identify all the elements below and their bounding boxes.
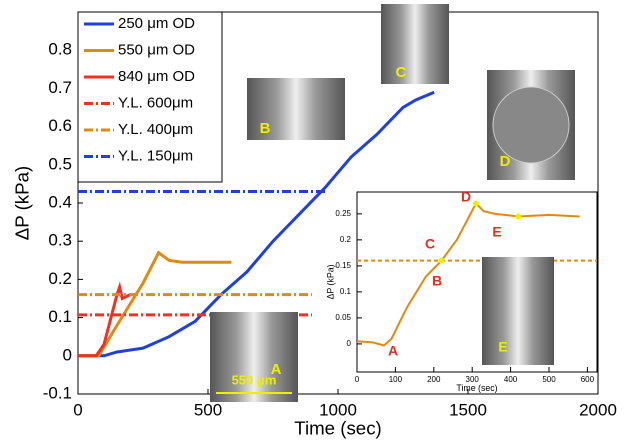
legend: 250 μm OD 550 μm OD 840 μm OD Y.L. 600μm Y.L…: [77, 11, 223, 183]
x-tick-label: 600: [581, 375, 595, 384]
legend-box: [77, 11, 223, 183]
x-tick-label: 400: [504, 375, 518, 384]
main-plot: 0 500 1000 1500 2000-0.100.10.20.30.40.50.60…: [12, 40, 617, 439]
point-label: E: [492, 224, 501, 240]
photo-label: A: [271, 361, 282, 378]
y-tick-label: 0.3: [48, 231, 72, 250]
y-tick-label: 0.1: [48, 307, 72, 326]
x-tick-label: 200: [427, 375, 441, 384]
point-label: E: [498, 339, 507, 355]
y-tick-label: 0.6: [48, 116, 72, 135]
photo-label: D: [500, 153, 511, 170]
legend-label: 250 μm OD: [118, 15, 195, 32]
point-label: D: [461, 189, 471, 205]
y-tick-label: 0.5: [48, 154, 72, 173]
y-tick-label: 0.1: [340, 287, 352, 296]
x-axis-label: Time (sec): [294, 418, 382, 439]
series-line: [356, 201, 580, 347]
photo-label: 550 μm: [232, 372, 277, 387]
y-axis-label: ΔP (kPa): [12, 166, 33, 240]
photo: [247, 78, 345, 140]
photo-drop: [492, 86, 570, 164]
y-tick-label: 0: [347, 339, 352, 348]
x-tick-label: 1500: [449, 400, 487, 419]
photo-label: C: [396, 64, 407, 81]
point-marker: [438, 257, 445, 264]
x-tick-label: 300: [466, 375, 480, 384]
photo: [482, 257, 554, 365]
legend-label: Y.L. 400μm: [118, 121, 193, 138]
x-tick-label: 1000: [319, 400, 357, 419]
y-tick-label: 0.25: [335, 209, 351, 218]
point-label: A: [388, 343, 398, 359]
x-tick-label: 0: [73, 400, 82, 419]
legend-label: Y.L. 600μm: [118, 94, 193, 111]
x-axis-label: Time (sec): [456, 383, 497, 393]
y-tick-label: 0.05: [335, 313, 351, 322]
y-tick-label: 0.2: [340, 235, 352, 244]
y-tick-label: 0: [63, 345, 72, 364]
y-tick-label: 0.4: [48, 192, 72, 211]
y-tick-label: 0.8: [48, 40, 72, 59]
point-label: C: [425, 236, 435, 252]
inset-plot: 0 100 200 300 400 500 600 0 0.05 0.1 0.15 0.2 0.25 Ti…: [326, 201, 597, 393]
legend-label: Y.L. 150μm: [118, 147, 193, 164]
legend-label: 840 μm OD: [118, 68, 195, 85]
x-tick-label: 500: [194, 400, 222, 419]
series-line: [78, 90, 435, 358]
y-tick-label: 0.7: [48, 78, 72, 97]
point-marker: [515, 213, 522, 220]
point-marker: [473, 200, 480, 207]
photo: [381, 4, 449, 84]
x-tick-label: 100: [389, 375, 403, 384]
photo: [210, 312, 298, 402]
x-tick-label: 2000: [579, 400, 617, 419]
y-tick-label: 0.2: [48, 269, 72, 288]
point-label: B: [432, 273, 442, 289]
x-tick-label: 0: [355, 375, 360, 384]
x-tick-label: 500: [542, 375, 556, 384]
y-tick-label: 0.15: [335, 261, 351, 270]
inset-frame: [356, 191, 598, 373]
photo-label: B: [260, 120, 271, 137]
series-line: [78, 250, 232, 358]
y-axis-label: ΔP (kPa): [326, 264, 336, 299]
y-tick-label: -0.1: [43, 383, 72, 402]
legend-label: 550 μm OD: [118, 41, 195, 58]
